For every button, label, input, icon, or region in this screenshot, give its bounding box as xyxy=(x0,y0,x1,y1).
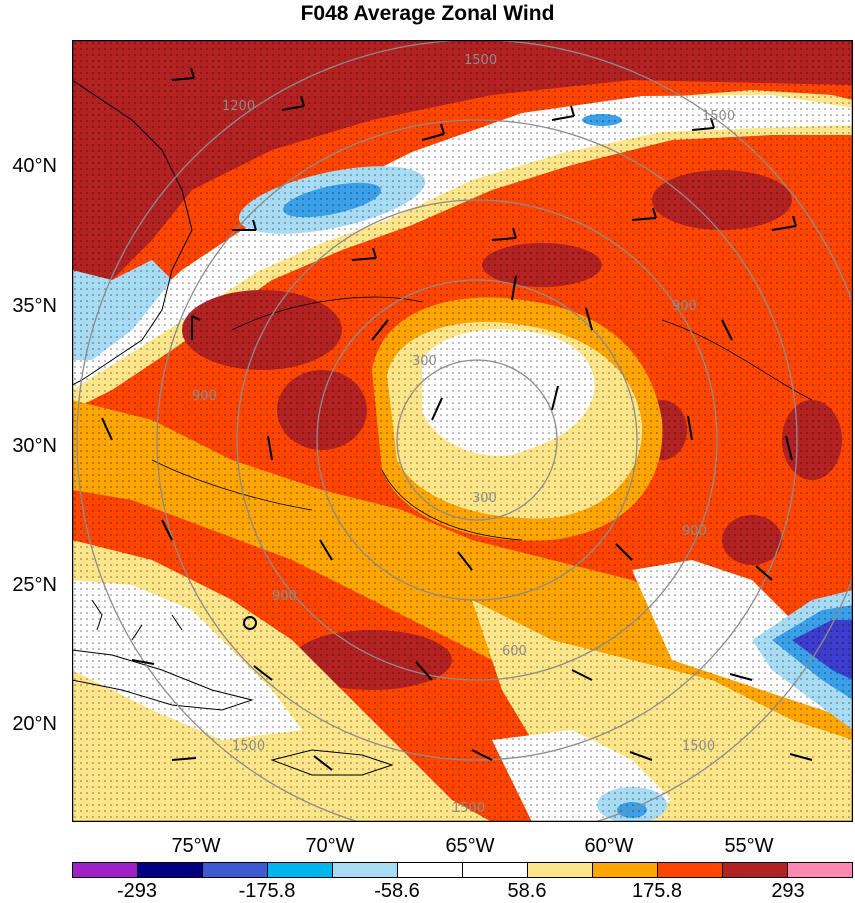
colorbar-swatch xyxy=(723,863,788,877)
colorbar-swatch xyxy=(658,863,723,877)
lat-label-25n: 25°N xyxy=(12,574,57,596)
colorbar-swatch xyxy=(788,863,852,877)
ring-label: 300 xyxy=(472,491,497,506)
lon-label-75w: 75°W xyxy=(171,835,221,857)
colorbar-swatch xyxy=(528,863,593,877)
ring-label: 600 xyxy=(502,644,527,659)
colorbar-swatch xyxy=(398,863,463,877)
colorbar-label: 293 xyxy=(771,880,805,902)
colorbar-label: 175.8 xyxy=(631,880,683,902)
stipple-overlay xyxy=(72,40,853,822)
ring-label: 900 xyxy=(192,389,217,404)
lat-label-30n: 30°N xyxy=(12,435,57,457)
ring-label: 900 xyxy=(682,524,707,539)
colorbar-swatch xyxy=(463,863,528,877)
colorbar-label: -293 xyxy=(116,880,158,902)
chart-title: F048 Average Zonal Wind xyxy=(300,2,555,25)
wind-barbs xyxy=(101,67,813,771)
coastline-hispaniola xyxy=(270,749,394,776)
lon-label-70w: 70°W xyxy=(305,835,355,857)
coastline-bahamas xyxy=(91,599,183,641)
colorbar-label: 58.6 xyxy=(507,880,547,902)
ring-label: 1500 xyxy=(464,53,497,68)
range-rings xyxy=(76,40,853,822)
lon-label-60w: 60°W xyxy=(584,835,634,857)
lon-label-65w: 65°W xyxy=(445,835,495,857)
colorbar-swatch xyxy=(268,863,333,877)
ring-label: 1500 xyxy=(452,801,485,816)
colorbar-swatch xyxy=(593,863,658,877)
ring-label: 900 xyxy=(672,299,697,314)
lat-label-20n: 20°N xyxy=(12,713,57,735)
lat-label-40n: 40°N xyxy=(12,155,57,177)
colorbar-swatch xyxy=(333,863,398,877)
map-border xyxy=(72,40,853,822)
coastline-cuba xyxy=(72,649,254,711)
coastline-us xyxy=(72,79,193,386)
colorbar-label: -58.6 xyxy=(374,880,420,902)
colorbar-swatch xyxy=(138,863,203,877)
colorbar-label: -175.8 xyxy=(238,880,296,902)
ring-label: 1500 xyxy=(702,109,735,124)
lon-label-55w: 55°W xyxy=(724,835,774,857)
colorbar-swatch xyxy=(73,863,138,877)
ring-label: 1500 xyxy=(682,739,715,754)
ring-label: 900 xyxy=(272,589,297,604)
ring-label: 300 xyxy=(412,354,437,369)
ring-label: 1500 xyxy=(232,739,265,754)
colorbar xyxy=(72,862,853,878)
colorbar-swatch xyxy=(203,863,268,877)
zonal-wind-map: 1500 1200 1500 900 300 900 300 900 900 6… xyxy=(72,40,853,822)
ring-label: 1200 xyxy=(222,99,255,114)
lat-label-35n: 35°N xyxy=(12,295,57,317)
